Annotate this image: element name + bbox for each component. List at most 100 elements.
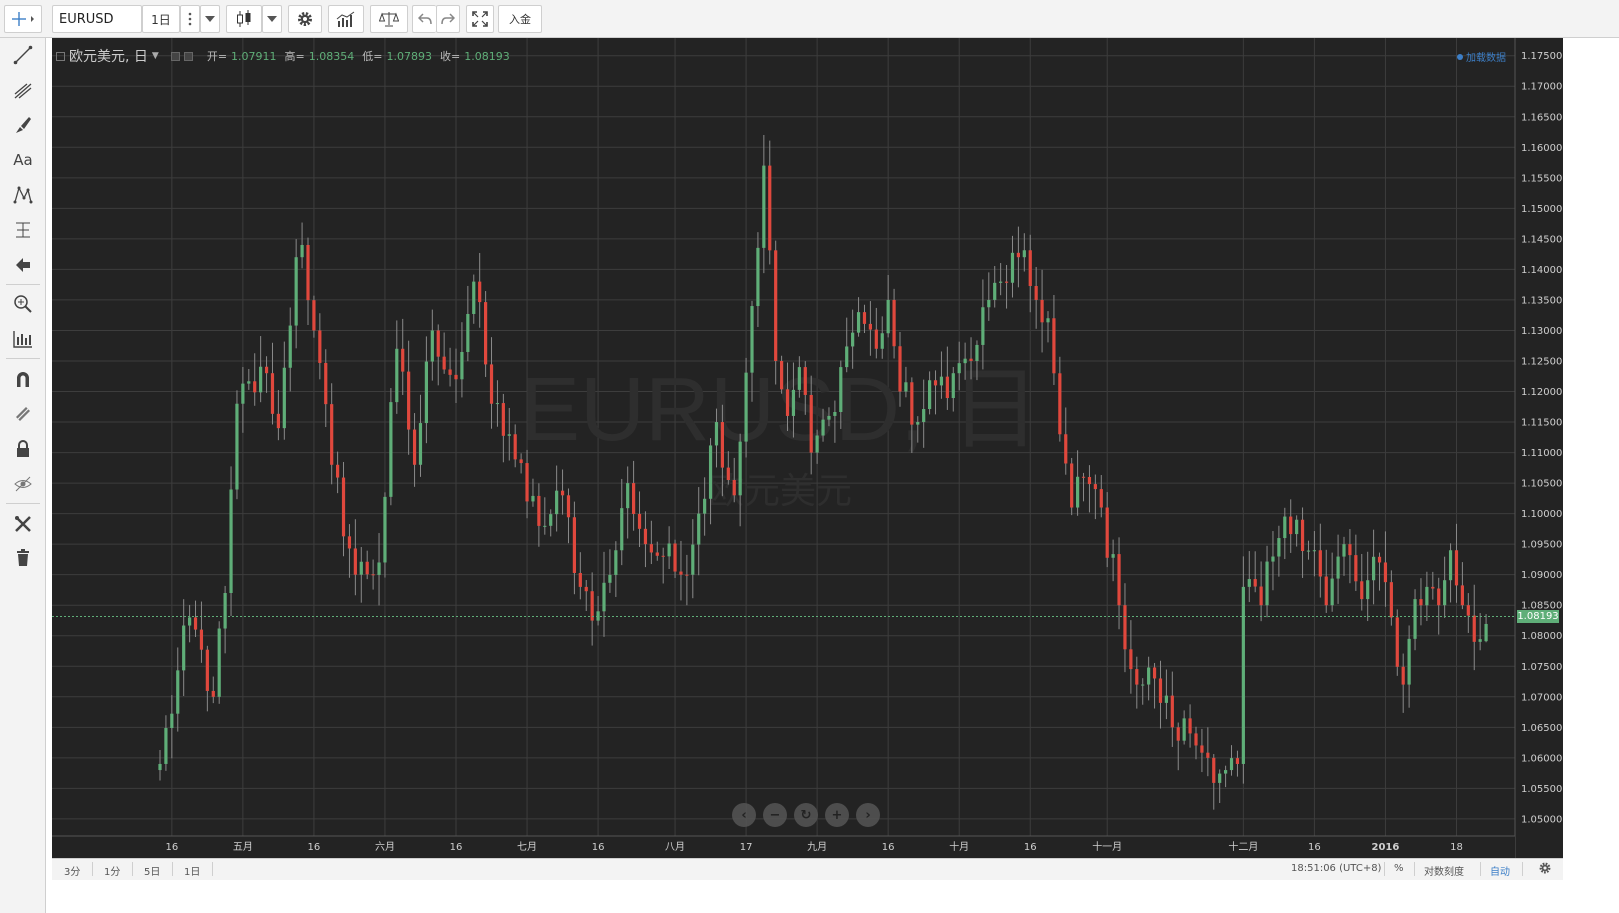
candle-up [1141, 684, 1145, 686]
scroll-right-button[interactable]: › [856, 803, 880, 827]
candle-up [395, 348, 399, 403]
candle-up [543, 525, 547, 527]
candle-up [957, 363, 961, 374]
tool-zoom[interactable] [6, 289, 40, 319]
candle-down [193, 617, 198, 630]
log-scale-toggle[interactable]: 对数刻度 [1424, 867, 1464, 878]
candle-down [1070, 463, 1074, 508]
candle-down [1259, 586, 1263, 606]
tool-delete[interactable] [6, 543, 40, 573]
chevron-down-icon[interactable]: ▼ [151, 51, 159, 61]
candle-down [454, 374, 458, 380]
candle-down [1206, 752, 1210, 758]
bottom-divider [1384, 862, 1385, 876]
candle-up [158, 763, 162, 771]
tool-lock[interactable] [6, 434, 40, 464]
grid-lines [52, 38, 1515, 836]
candle-down [1093, 484, 1097, 490]
candle-down [1235, 758, 1240, 764]
time-tick-label: 16 [308, 842, 321, 853]
add-indicator-link[interactable]: 加载数据 [1457, 49, 1506, 64]
range-button-2[interactable]: 1分 [104, 867, 121, 878]
candle-up [839, 367, 843, 412]
candle-up [1010, 252, 1015, 283]
range-button-1[interactable]: 3分 [64, 867, 81, 878]
interval-button[interactable]: 1日 [142, 5, 180, 33]
candle-down [324, 362, 328, 405]
time-tick-label: 七月 [517, 841, 537, 853]
auto-scale-toggle[interactable]: 自动 [1490, 867, 1510, 878]
indicators-button[interactable] [328, 5, 364, 33]
high-value: 1.08354 [308, 49, 355, 63]
candle-down [412, 429, 417, 465]
scroll-left-button[interactable]: ‹ [732, 803, 756, 827]
tool-trend-line[interactable] [6, 40, 40, 70]
candle-up [1407, 638, 1411, 685]
tool-bars-pattern[interactable] [6, 324, 40, 354]
tool-magnet[interactable] [6, 364, 40, 394]
settings-mini-icon[interactable] [170, 51, 180, 61]
range-button-3[interactable]: 5日 [144, 867, 161, 878]
candle-up [797, 367, 801, 390]
interval-dropdown[interactable] [200, 5, 220, 33]
compare-icon [379, 12, 399, 27]
candle-down [1383, 562, 1388, 583]
candle-up [928, 380, 932, 410]
close-mini-icon[interactable] [183, 51, 193, 61]
chart-type-dropdown[interactable] [262, 5, 282, 33]
candle-down [661, 555, 665, 557]
redo-button[interactable] [436, 5, 460, 33]
tool-measure[interactable] [6, 215, 40, 245]
candle-up [833, 411, 837, 416]
chart-settings-button[interactable] [1538, 861, 1552, 878]
drawing-toolbar: Aa [0, 38, 46, 913]
compare-button[interactable] [370, 5, 408, 33]
undo-button[interactable] [412, 5, 436, 33]
tool-fibonacci[interactable] [6, 75, 40, 105]
price-tick-label: 1.09000 [1521, 570, 1562, 581]
more-vertical-icon [188, 12, 192, 26]
candle-down [1437, 588, 1441, 606]
candle-down [1004, 281, 1009, 283]
pattern-icon [13, 186, 33, 204]
deposit-button[interactable]: 入金 [498, 5, 542, 33]
zoom-out-button[interactable]: − [763, 803, 787, 827]
tool-stay-in-drawing[interactable] [6, 399, 40, 429]
low-label: 低= [362, 50, 383, 63]
legend-title[interactable]: 欧元美元, 日 [69, 49, 148, 65]
range-button-4[interactable]: 1日 [184, 867, 201, 878]
symbol-search-input[interactable]: EURUSD [52, 5, 142, 33]
chart-type-button[interactable] [226, 5, 262, 33]
candle-down [1200, 745, 1204, 753]
tool-pattern[interactable] [6, 180, 40, 210]
candle-up [229, 489, 233, 593]
candle-up [939, 376, 944, 386]
candle-up [815, 435, 819, 453]
candle-down [1040, 299, 1044, 323]
last-price-label: 1.08193 [1517, 610, 1559, 623]
time-axis[interactable] [52, 836, 1515, 858]
candle-down [205, 649, 209, 691]
zoom-in-button[interactable]: + [825, 803, 849, 827]
percent-scale-toggle[interactable]: % [1394, 863, 1404, 874]
price-tick-label: 1.17000 [1521, 82, 1562, 93]
more-button[interactable] [180, 5, 200, 33]
candle-down [560, 490, 565, 496]
price-axis[interactable] [1515, 38, 1563, 858]
fullscreen-button[interactable] [466, 5, 494, 33]
tool-text[interactable]: Aa [6, 145, 40, 175]
collapse-legend-icon[interactable] [56, 51, 65, 61]
candles-icon [237, 10, 251, 27]
candle-down [341, 477, 346, 537]
settings-button[interactable] [288, 5, 322, 33]
candle-up [1265, 561, 1269, 606]
tool-hide[interactable] [6, 469, 40, 499]
tool-arrow[interactable] [6, 250, 40, 280]
tool-brush[interactable] [6, 110, 40, 140]
tool-remove-drawings[interactable] [6, 509, 40, 539]
crosshair-tool-button[interactable] [4, 5, 42, 33]
candle-down [537, 495, 541, 526]
reset-chart-button[interactable]: ↻ [794, 803, 818, 827]
candle-down [442, 356, 446, 370]
